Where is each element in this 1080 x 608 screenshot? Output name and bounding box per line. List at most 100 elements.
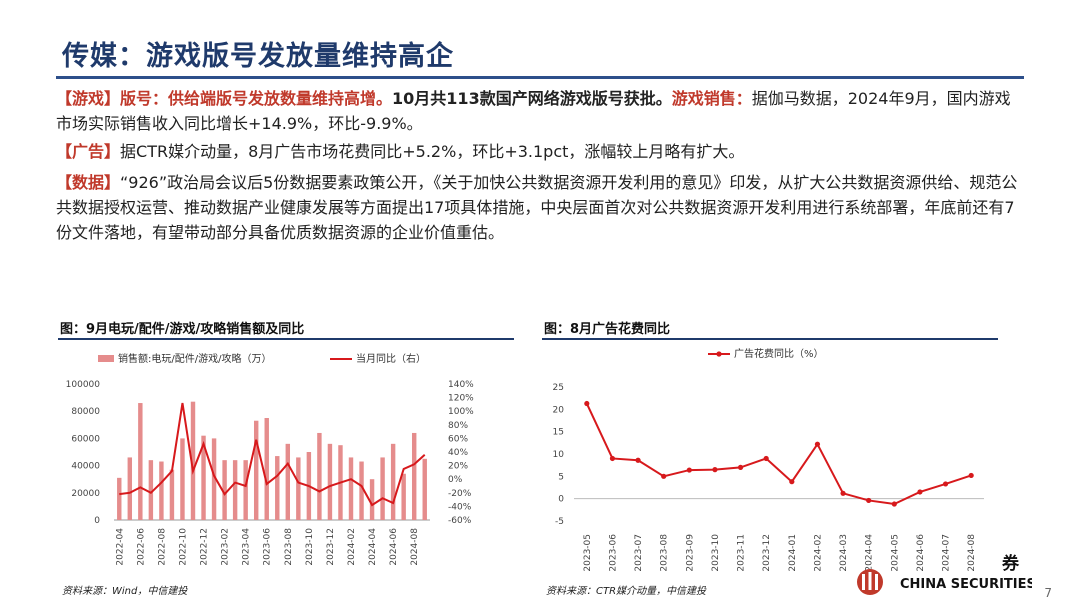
x-tick-label: 2022-06: [136, 528, 146, 566]
y-tick-label: -5: [555, 517, 564, 527]
x-tick-label: 2024-08: [967, 534, 977, 572]
x-tick-label: 2024-06: [916, 534, 926, 572]
page-number: 7: [1044, 586, 1052, 600]
x-tick-label: 2024-08: [410, 528, 420, 566]
x-tick-label: 2023-10: [711, 534, 721, 572]
y-right-tick-label: 0%: [448, 475, 463, 485]
chart-divider-right: [542, 338, 998, 340]
x-tick-label: 2024-07: [942, 534, 952, 572]
bar-sales: [180, 438, 185, 520]
paragraph-1-segment-0: 【广告】: [56, 142, 121, 161]
paragraph-0-segment-4: 据伽马数据，2024年9月，国内游戏市场实际销售收入同比增长+14.9%，环比-…: [56, 89, 1011, 133]
y-right-tick-label: 120%: [448, 394, 474, 404]
y-right-tick-label: 100%: [448, 407, 474, 417]
bar-sales: [222, 460, 227, 520]
paragraph-2-segment-0: 【数据】: [56, 173, 121, 192]
line-ad-yoy: [585, 403, 972, 506]
x-tick-label: 2024-02: [813, 534, 823, 572]
x-tick-label: 2023-09: [685, 534, 695, 572]
y-tick-label: 0: [558, 495, 564, 505]
bar-sales: [285, 443, 291, 520]
game-sales-chart: 销售额:电玩/配件/游戏/攻略（万） 当月同比（右） 0 20000 40000 6000…: [66, 352, 475, 566]
y-tick-label: 10: [553, 450, 565, 460]
paragraph-game: 【游戏】版号：供给端版号发放数量维持高增。10月共113款国产网络游戏版号获批。…: [56, 86, 1026, 136]
x-tick-label: 2024-04: [865, 534, 875, 572]
x-tick-label: 2023-08: [660, 534, 670, 572]
title-divider: [56, 76, 1024, 79]
bar-sales: [401, 473, 406, 520]
point-ad-yoy: [686, 467, 692, 473]
ad-spend-chart: 广告花费同比（%） -5 0 5 10 15 20 25 2023-05 2023-06 2023-…: [553, 347, 984, 572]
x-tick-label: 2023-06: [608, 534, 618, 572]
point-ad-yoy: [942, 481, 949, 487]
logo-cn-text: 券: [1001, 553, 1020, 574]
china-securities-logo: 券 CHINA SECURITIES: [852, 552, 1036, 602]
x-tick-label: 2024-02: [347, 528, 357, 566]
paragraph-data: 【数据】“926”政治局会议后5份数据要素政策公开，《关于加快公共数据资源开发利…: [56, 170, 1026, 245]
point-ad-yoy: [661, 473, 667, 479]
y-right-tick-label: 40%: [448, 448, 468, 458]
legend-label-yoy: 当月同比（右）: [356, 352, 426, 365]
paragraph-0-segment-2: 10月共113款国产网络游戏版号获批。: [392, 89, 672, 108]
y-tick-label: 25: [553, 383, 564, 393]
x-tick-label: 2023-12: [762, 534, 772, 572]
x-tick-label: 2023-06: [263, 528, 273, 566]
point-ad-yoy: [866, 497, 872, 504]
paragraph-1-segment-1: 据CTR媒介动量，8月广告市场花费同比+5.2%，环比+3.1pct，涨幅较上月…: [120, 142, 745, 161]
point-ad-yoy: [712, 467, 718, 473]
y-right-tick-label: -60%: [448, 516, 472, 526]
y-tick-label: 15: [553, 428, 564, 438]
legend-label-ad: 广告花费同比（%）: [734, 347, 824, 360]
bar-sales: [127, 457, 133, 520]
bar-sales: [348, 457, 354, 520]
y-tick-label: 20: [553, 405, 565, 415]
x-tick-label: 2024-03: [839, 534, 849, 572]
page-title: 传媒：游戏版号发放量维持高企: [62, 41, 454, 72]
bar-sales: [159, 461, 164, 520]
x-tick-label: 2022-12: [200, 528, 210, 566]
bar-sales: [390, 443, 396, 520]
x-tick-label: 2022-04: [115, 528, 125, 566]
paragraph-0-segment-1: 版号：供给端版号发放数量维持高增。: [120, 89, 393, 108]
logo-text: CHINA SECURITIES: [900, 577, 1032, 592]
paragraph-ads: 【广告】据CTR媒介动量，8月广告市场花费同比+5.2%，环比+3.1pct，涨…: [56, 139, 1026, 164]
bar-sales: [422, 458, 427, 520]
chart-source-right: 资料来源：CTR媒介动量，中信建投: [546, 586, 707, 597]
y-left-tick-label: 20000: [71, 489, 100, 499]
y-left-tick-label: 0: [94, 516, 100, 526]
x-tick-label: 2024-04: [368, 528, 378, 566]
point-ad-yoy: [609, 455, 616, 462]
chart-title-ad-spend: 图：8月广告花费同比: [544, 322, 671, 337]
y-right-tick-label: -40%: [448, 502, 472, 512]
line-yoy: [119, 402, 426, 507]
y-tick-label: 5: [558, 472, 564, 482]
y-left-tick-label: 40000: [71, 462, 100, 472]
bar-sales: [317, 432, 322, 520]
bar-sales: [117, 477, 122, 520]
point-ad-yoy: [891, 501, 897, 507]
point-ad-yoy: [968, 472, 974, 479]
point-ad-yoy: [763, 455, 769, 462]
x-tick-label: 2024-05: [890, 534, 900, 572]
y-right-tick-label: 60%: [448, 434, 468, 444]
bar-sales: [232, 460, 238, 520]
point-ad-yoy: [635, 457, 641, 463]
x-tick-label: 2024-01: [788, 534, 798, 572]
y-right-tick-label: -20%: [448, 489, 472, 499]
bar-sales: [190, 401, 196, 520]
paragraph-0-segment-3: 游戏销售：: [671, 89, 752, 108]
bar-sales: [369, 479, 375, 520]
x-tick-label: 2023-08: [284, 528, 294, 566]
point-ad-yoy: [584, 400, 590, 407]
bar-sales: [411, 432, 417, 520]
legend-swatch-sales: [98, 355, 114, 362]
bar-sales: [138, 403, 143, 520]
x-tick-label: 2022-10: [178, 528, 188, 566]
bar-sales: [264, 418, 269, 520]
chart-title-game-sales: 图：9月电玩/配件/游戏/攻略销售额及同比: [60, 322, 305, 337]
bar-sales: [359, 461, 364, 520]
bar-sales: [327, 443, 333, 520]
y-right-tick-label: 20%: [448, 462, 468, 472]
bar-sales: [243, 460, 248, 520]
x-tick-label: 2023-05: [583, 534, 593, 572]
